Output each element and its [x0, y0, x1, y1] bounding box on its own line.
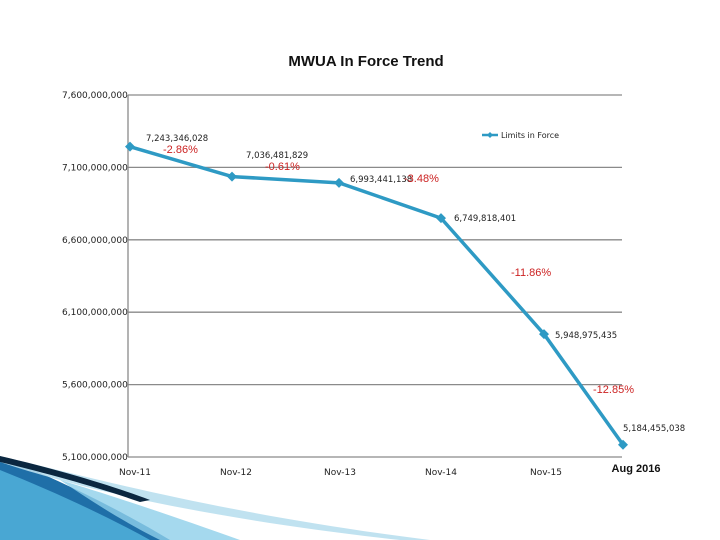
legend: Limits in Force [482, 131, 559, 140]
x-axis: Nov-11 Nov-12 Nov-13 Nov-14 Nov-15 Aug 2016 [119, 463, 660, 478]
x-tick-label: Nov-15 [530, 468, 562, 478]
y-tick-label: 7,100,000,000 [62, 163, 128, 173]
y-tick-label: 6,600,000,000 [62, 236, 128, 246]
data-point [334, 177, 344, 188]
x-tick-label: Nov-14 [425, 468, 457, 478]
y-tick-label: 7,600,000,000 [62, 91, 128, 101]
x-tick-label: Aug 2016 [612, 463, 661, 475]
y-axis: 5,100,000,000 5,600,000,000 6,100,000,000 6… [62, 91, 128, 463]
change-label: -0.61% [265, 161, 300, 173]
data-point [618, 439, 628, 450]
series-limits-in-force [125, 141, 628, 450]
decorative-swoosh [0, 456, 430, 540]
series-line [129, 144, 625, 446]
value-label: 5,948,975,435 [555, 331, 617, 341]
y-tick-label: 6,100,000,000 [62, 308, 128, 318]
value-label: 7,243,346,028 [146, 134, 208, 144]
data-point [539, 329, 549, 340]
value-label: 5,184,455,038 [623, 424, 685, 434]
legend-label: Limits in Force [501, 131, 559, 140]
y-tick-label: 5,600,000,000 [62, 381, 128, 391]
chart-title: MWUA In Force Trend [288, 53, 443, 70]
legend-marker [487, 132, 493, 138]
x-tick-label: Nov-11 [119, 468, 151, 478]
value-label: 6,749,818,401 [454, 214, 516, 224]
data-point [125, 141, 135, 152]
y-tick-label: 5,100,000,000 [62, 453, 128, 463]
data-point [227, 171, 237, 182]
change-label: -11.86% [511, 267, 551, 279]
x-tick-label: Nov-12 [220, 468, 252, 478]
data-labels: 7,243,346,028 7,036,481,829 6,993,441,138 6… [146, 134, 685, 434]
data-point [436, 213, 446, 224]
change-label: -2.86% [163, 144, 198, 156]
change-label: -12.85% [593, 384, 634, 396]
value-label: 7,036,481,829 [246, 151, 308, 161]
value-label: 6,993,441,138 [350, 175, 412, 185]
x-tick-label: Nov-13 [324, 468, 356, 478]
change-label: -3.48% [404, 173, 439, 185]
gridlines [127, 94, 622, 458]
